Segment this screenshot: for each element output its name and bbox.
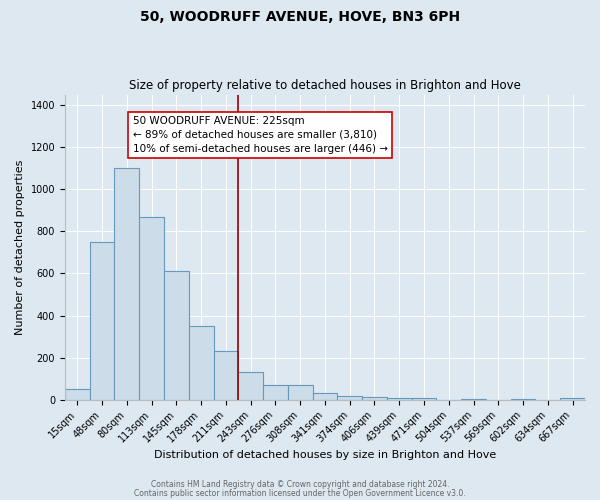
Text: 50 WOODRUFF AVENUE: 225sqm
← 89% of detached houses are smaller (3,810)
10% of s: 50 WOODRUFF AVENUE: 225sqm ← 89% of deta… [133, 116, 388, 154]
Bar [412, 398, 436, 400]
Bar [362, 396, 387, 400]
Y-axis label: Number of detached properties: Number of detached properties [15, 160, 25, 335]
Bar [560, 398, 585, 400]
Bar [511, 399, 535, 400]
Bar [387, 398, 412, 400]
Bar [115, 168, 139, 400]
Bar [189, 326, 214, 400]
Bar [288, 385, 313, 400]
Bar [139, 216, 164, 400]
Bar [461, 399, 486, 400]
Bar [238, 372, 263, 400]
Text: Contains HM Land Registry data © Crown copyright and database right 2024.: Contains HM Land Registry data © Crown c… [151, 480, 449, 489]
Bar [313, 394, 337, 400]
Bar [337, 396, 362, 400]
Text: Contains public sector information licensed under the Open Government Licence v3: Contains public sector information licen… [134, 490, 466, 498]
Title: Size of property relative to detached houses in Brighton and Hove: Size of property relative to detached ho… [129, 79, 521, 92]
Bar [89, 242, 115, 400]
Bar [263, 385, 288, 400]
Bar [164, 272, 189, 400]
Bar [214, 352, 238, 400]
Bar [65, 390, 89, 400]
X-axis label: Distribution of detached houses by size in Brighton and Hove: Distribution of detached houses by size … [154, 450, 496, 460]
Text: 50, WOODRUFF AVENUE, HOVE, BN3 6PH: 50, WOODRUFF AVENUE, HOVE, BN3 6PH [140, 10, 460, 24]
